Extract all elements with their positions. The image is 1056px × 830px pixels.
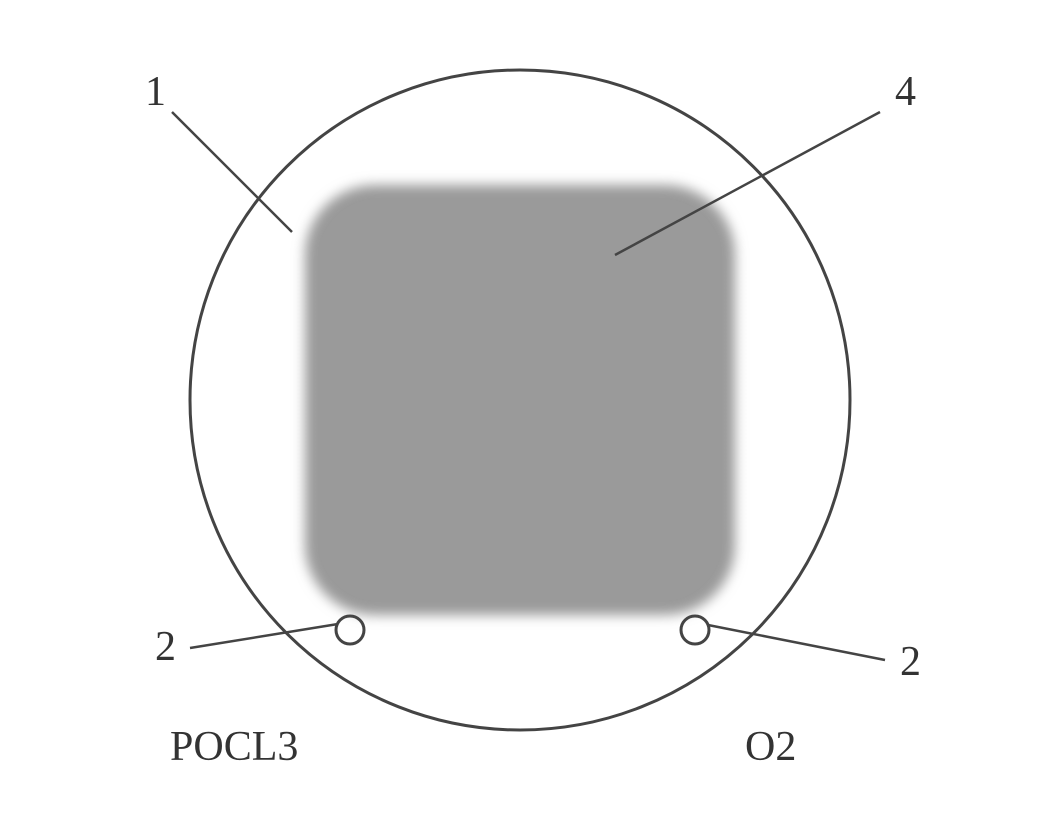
gas-inlet-left	[336, 616, 364, 644]
leader-line-2-left	[190, 624, 338, 648]
leader-line-1	[172, 112, 292, 232]
leader-line-4	[615, 112, 880, 255]
leader-line-2-right	[708, 625, 885, 660]
wafer-square	[305, 185, 735, 615]
callout-label-1: 1	[145, 69, 166, 115]
gas-label-pocl3: POCL3	[170, 724, 298, 770]
diagram-canvas: 1 4 2 2 POCL3 O2	[0, 0, 1056, 830]
callout-label-4: 4	[895, 69, 916, 115]
gas-inlet-right	[681, 616, 709, 644]
gas-label-o2: O2	[745, 724, 796, 770]
callout-label-2-left: 2	[155, 624, 176, 670]
callout-label-2-right: 2	[900, 639, 921, 685]
